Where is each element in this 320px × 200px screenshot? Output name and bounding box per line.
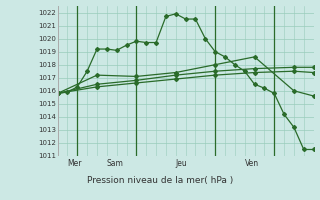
Text: Sam: Sam	[107, 159, 124, 168]
Text: Ven: Ven	[245, 159, 259, 168]
Text: Mer: Mer	[68, 159, 82, 168]
Text: Pression niveau de la mer( hPa ): Pression niveau de la mer( hPa )	[87, 176, 233, 185]
Text: Jeu: Jeu	[176, 159, 188, 168]
